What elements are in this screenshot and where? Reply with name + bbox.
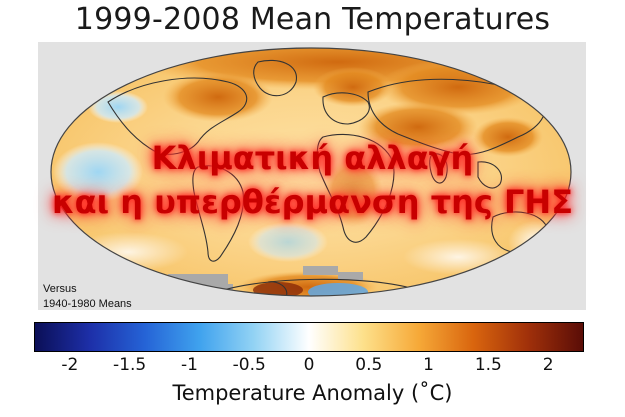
colorbar-label: Temperature Anomaly (˚C) [172, 381, 453, 405]
comparison-label: Versus [43, 283, 77, 295]
temperature-anomaly-map [38, 42, 586, 310]
colorbar-tick-label: -2 [61, 355, 79, 375]
colorbar-tick-label: 0 [303, 355, 315, 375]
colorbar-tick-label: 2 [542, 355, 554, 375]
overlay-headline: Κλιματική αλλαγή [151, 139, 474, 177]
colorbar-tick-label: 1 [423, 355, 434, 375]
colorbar-tick-label: 0.5 [355, 355, 383, 375]
map-title: 1999-2008 Mean Temperatures [74, 2, 551, 37]
colorbar [34, 322, 584, 352]
colorbar-tick-label: -1.5 [113, 355, 147, 375]
comparison-period: 1940-1980 Means [43, 298, 132, 310]
colorbar-tick-label: -0.5 [232, 355, 266, 375]
colorbar-tick-label: -1 [180, 355, 198, 375]
map-canvas [50, 47, 572, 297]
overlay-subheadline: και η υπερθέρμανση της ΓΗΣ [51, 183, 574, 221]
colorbar-ticks: -2 -1.5 -1 -0.5 0 0.5 1 1.5 2 [0, 355, 625, 379]
colorbar-tick-label: 1.5 [474, 355, 502, 375]
